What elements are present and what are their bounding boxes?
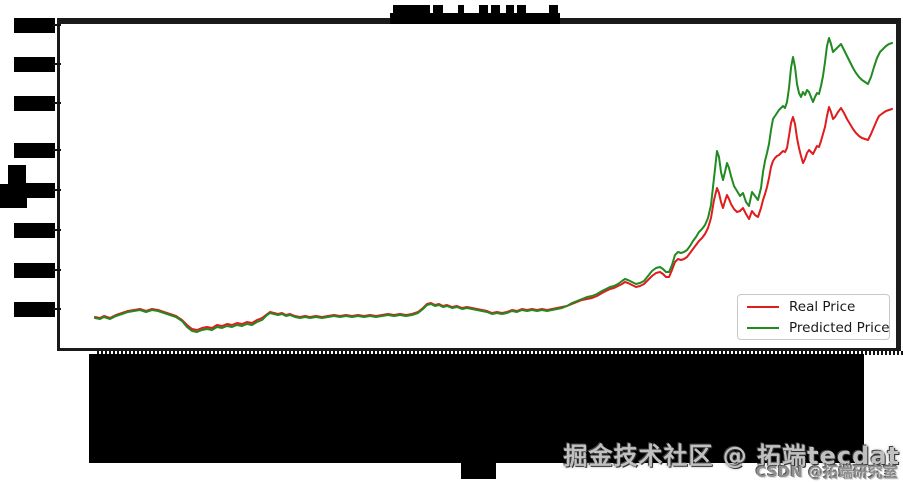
y-tick-mark xyxy=(53,102,61,104)
watermark-csdn: CSDN @拓端研究室 xyxy=(755,463,898,481)
redacted-y-tick-label xyxy=(14,302,55,317)
predicted-price-legend-line-icon xyxy=(747,326,779,329)
redacted-x-axis-region xyxy=(89,354,864,463)
legend-item-predicted-price: Predicted Price xyxy=(747,320,890,336)
y-tick-mark xyxy=(53,189,61,191)
redacted-title-glyph xyxy=(479,5,488,15)
y-tick-mark xyxy=(53,149,61,151)
legend-label: Real Price xyxy=(789,298,856,315)
redacted-title-glyph xyxy=(458,5,464,15)
redacted-title-glyph xyxy=(393,5,430,15)
watermark-tecdat: 掘金技术社区 @ 拓端tecdat xyxy=(563,442,900,470)
redacted-y-axis-label-block xyxy=(8,165,26,186)
x-tick-marks-band xyxy=(97,351,903,355)
redacted-y-tick-label xyxy=(14,57,55,72)
legend-label: Predicted Price xyxy=(789,319,890,336)
y-tick-mark xyxy=(53,229,61,231)
redacted-title-glyph xyxy=(517,5,526,15)
y-tick-mark xyxy=(53,24,61,26)
redacted-y-tick-label xyxy=(14,18,55,33)
redacted-title-glyph xyxy=(549,5,558,15)
redacted-title-glyph xyxy=(506,5,514,15)
redacted-y-tick-label xyxy=(14,223,55,238)
y-tick-mark xyxy=(53,63,61,65)
redacted-title-bar xyxy=(390,13,560,24)
redacted-y-axis-label-block xyxy=(0,184,27,208)
redacted-y-tick-label xyxy=(14,96,55,111)
redacted-x-axis-label xyxy=(461,463,496,479)
legend-item-real-price: Real Price xyxy=(747,299,880,315)
y-tick-mark xyxy=(53,269,61,271)
redacted-y-tick-label xyxy=(14,143,55,158)
redacted-title-glyph xyxy=(491,5,500,15)
redacted-y-tick-label xyxy=(14,263,55,278)
real-price-legend-line-icon xyxy=(747,305,779,308)
y-tick-mark xyxy=(53,308,61,310)
redacted-title-glyph xyxy=(433,5,443,15)
chart-legend: Real Price Predicted Price xyxy=(737,294,890,340)
